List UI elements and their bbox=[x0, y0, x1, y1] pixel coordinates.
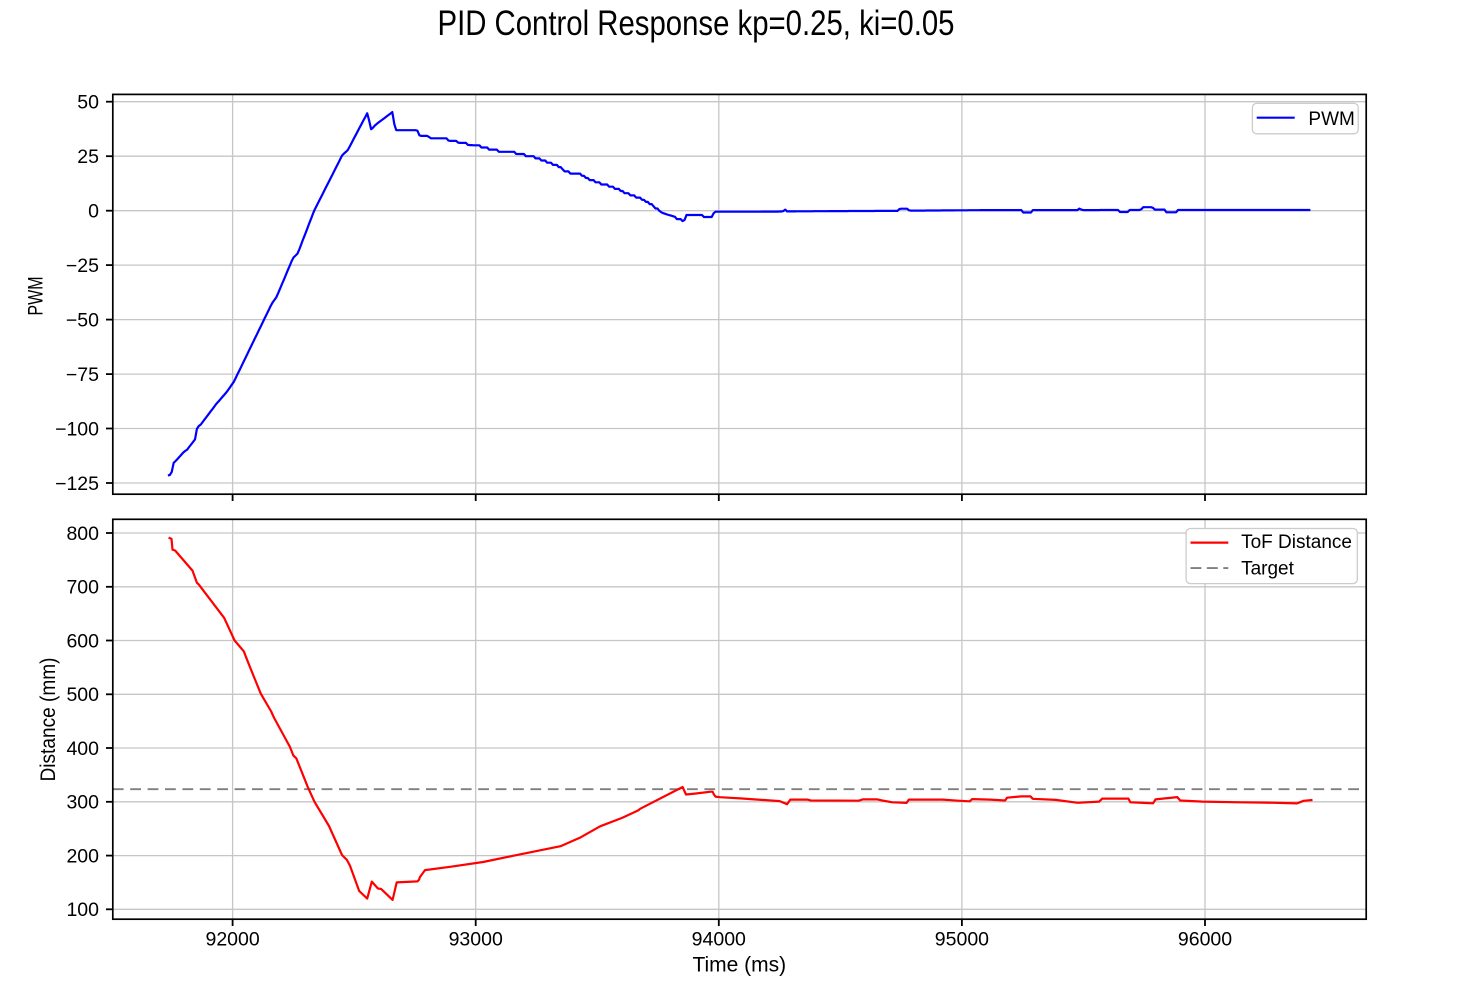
svg-text:400: 400 bbox=[66, 738, 99, 760]
svg-text:PID Control Response kp=0.25,: PID Control Response kp=0.25, ki=0.05 bbox=[438, 4, 955, 43]
svg-text:93000: 93000 bbox=[449, 928, 503, 950]
svg-text:−75: −75 bbox=[66, 364, 99, 386]
svg-text:800: 800 bbox=[66, 523, 99, 545]
svg-text:50: 50 bbox=[77, 92, 99, 114]
svg-text:Distance (mm): Distance (mm) bbox=[37, 658, 60, 782]
svg-text:−125: −125 bbox=[55, 473, 99, 495]
svg-text:92000: 92000 bbox=[205, 928, 259, 950]
svg-text:−50: −50 bbox=[66, 310, 99, 332]
svg-text:Target: Target bbox=[1241, 559, 1295, 580]
svg-text:700: 700 bbox=[66, 577, 99, 599]
svg-text:ToF Distance: ToF Distance bbox=[1241, 532, 1352, 553]
svg-text:500: 500 bbox=[66, 684, 99, 706]
svg-text:−100: −100 bbox=[55, 418, 99, 440]
svg-text:300: 300 bbox=[66, 792, 99, 814]
svg-text:94000: 94000 bbox=[692, 928, 746, 950]
svg-text:Time (ms): Time (ms) bbox=[692, 954, 786, 977]
svg-text:−25: −25 bbox=[66, 255, 99, 277]
svg-text:25: 25 bbox=[77, 146, 99, 168]
svg-text:200: 200 bbox=[66, 846, 99, 868]
svg-text:0: 0 bbox=[88, 201, 99, 223]
svg-text:PWM: PWM bbox=[1308, 109, 1354, 130]
svg-text:95000: 95000 bbox=[935, 928, 989, 950]
svg-text:600: 600 bbox=[66, 630, 99, 652]
svg-text:100: 100 bbox=[66, 899, 99, 921]
svg-text:96000: 96000 bbox=[1178, 928, 1232, 950]
svg-text:PWM: PWM bbox=[25, 277, 48, 316]
